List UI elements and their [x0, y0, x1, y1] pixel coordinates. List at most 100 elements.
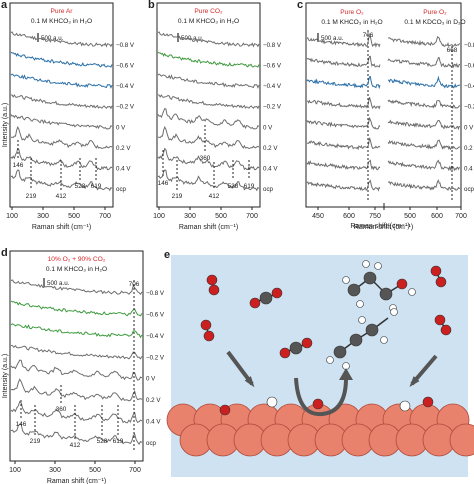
panel-letter: b — [148, 0, 155, 11]
peak-label: 619 — [91, 183, 102, 190]
peak-label: 146 — [16, 421, 27, 428]
trace-line — [157, 169, 260, 192]
trace-line — [10, 73, 113, 89]
carbon-atom — [379, 287, 393, 301]
hydrogen-atom — [342, 276, 350, 284]
series-label: 0.4 V — [263, 165, 278, 172]
panel-title: Pure CO₂ — [194, 8, 223, 15]
peak-label: 219 — [30, 438, 41, 445]
hydrogen-atom — [362, 260, 370, 268]
trace-line — [10, 125, 113, 150]
series-label: 0 V — [263, 124, 273, 131]
series-label: −0.8 V — [116, 42, 135, 49]
panel-subtitle: 0.1 M KDCO₃ in D₂O — [404, 19, 465, 26]
series-label: −0.6 V — [263, 63, 282, 70]
trace-line — [10, 378, 143, 402]
peak-label: 412 — [70, 442, 81, 449]
peak-label: 412 — [209, 193, 220, 200]
x-tick-label: 600 — [431, 213, 443, 220]
arrow-up-curve — [294, 377, 348, 417]
x-tick-label: 500 — [404, 213, 416, 220]
series-label: −0.2 V — [116, 104, 135, 111]
series-label: −0.8 V — [464, 42, 474, 49]
scale-bar-label: 500 a.u. — [41, 35, 64, 42]
peak-label: 360 — [56, 406, 67, 413]
series-label: ocp — [464, 186, 474, 193]
trace-line — [306, 75, 381, 90]
trace-line — [306, 137, 381, 151]
series-label: −0.4 V — [464, 83, 474, 90]
oxygen-atom — [203, 330, 215, 342]
peak-label: 528 — [97, 438, 108, 445]
series-label: −0.2 V — [263, 104, 282, 111]
hydrogen-atom — [380, 336, 388, 344]
peak-label: 146 — [13, 162, 24, 169]
panel-title: Pure O₂ — [340, 9, 364, 16]
trace-line — [10, 147, 113, 171]
trace-line — [157, 31, 260, 48]
series-label: −0.4 V — [263, 83, 282, 90]
x-tick-label: 500 — [215, 213, 227, 220]
y-axis-label: Intensity (a.u.) — [2, 354, 9, 398]
arrow-down-head — [244, 376, 255, 388]
carbon-atom — [259, 291, 273, 305]
series-label: −0.6 V — [464, 63, 474, 70]
oxygen-atom — [200, 319, 212, 331]
series-label: 0.4 V — [464, 165, 474, 172]
carbon-atom — [365, 323, 379, 337]
trace-line — [10, 114, 113, 130]
hydrogen-atom — [356, 300, 364, 308]
panel-title: Pure O₂ — [423, 9, 447, 16]
arrow-down-head — [409, 376, 420, 388]
panel-subtitle: 0.1 M KHCO₃ in H₂O — [31, 18, 92, 25]
panel-subtitle: 0.1 M KHCO₃ in H₂O — [321, 19, 382, 26]
x-tick-label: 100 — [9, 467, 21, 474]
trace-line — [157, 147, 260, 171]
oxygen-atom — [396, 278, 408, 290]
panel-subtitle: 0.1 M KHCO₃ in H₂O — [178, 18, 239, 25]
x-tick-label: 700 — [129, 467, 141, 474]
oxygen-atom — [422, 396, 434, 408]
x-tick-label: 500 — [89, 467, 101, 474]
trace-line — [10, 423, 143, 446]
x-tick-label: 100 — [153, 213, 165, 220]
oxygen-atom — [208, 284, 220, 296]
trace-line — [306, 117, 381, 130]
trace-line — [10, 31, 113, 48]
trace-line — [387, 75, 461, 89]
x-tick-label: 750 — [369, 213, 381, 220]
panel-letter: a — [1, 0, 8, 11]
series-label: ocp — [146, 440, 157, 447]
x-tick-label: 300 — [184, 213, 196, 220]
x-axis-label: Raman shift (cm⁻¹) — [32, 224, 91, 231]
series-label: 0 V — [116, 124, 126, 131]
carbon-atom — [333, 345, 347, 359]
x-axis-label: Raman shift (cm⁻¹) — [47, 478, 106, 484]
hydrogen-atom — [399, 400, 411, 412]
peak-label: 360 — [200, 155, 211, 162]
oxygen-atom — [312, 398, 324, 410]
trace-line — [157, 125, 260, 150]
peak-label: 619 — [244, 183, 255, 190]
oxygen-atom — [249, 297, 261, 309]
panel-letter: e — [164, 249, 170, 261]
oxygen-atom — [271, 287, 283, 299]
oxygen-atom — [430, 265, 442, 277]
scale-bar-label: 500 a.u. — [321, 35, 344, 42]
panel-b: b Pure CO₂ 0.1 M KHCO₃ in H₂O 500 a.u. −0.8 … — [148, 0, 282, 231]
oxygen-atom — [219, 404, 231, 416]
peak-label: 146 — [158, 180, 169, 187]
trace-line — [157, 108, 260, 130]
surface-atom — [449, 423, 474, 457]
panel-title: Pure Ar — [51, 8, 74, 15]
trace-line — [10, 51, 113, 68]
x-tick-label: 700 — [455, 213, 467, 220]
trace-line — [10, 279, 143, 296]
series-label: −0.4 V — [116, 83, 135, 90]
trace-line — [157, 94, 260, 110]
plot-frame — [9, 2, 114, 208]
x-tick-label: 700 — [246, 213, 258, 220]
x-axis-label: Raman shift (cm⁻¹) — [179, 224, 238, 231]
carbon-atom — [289, 341, 303, 355]
